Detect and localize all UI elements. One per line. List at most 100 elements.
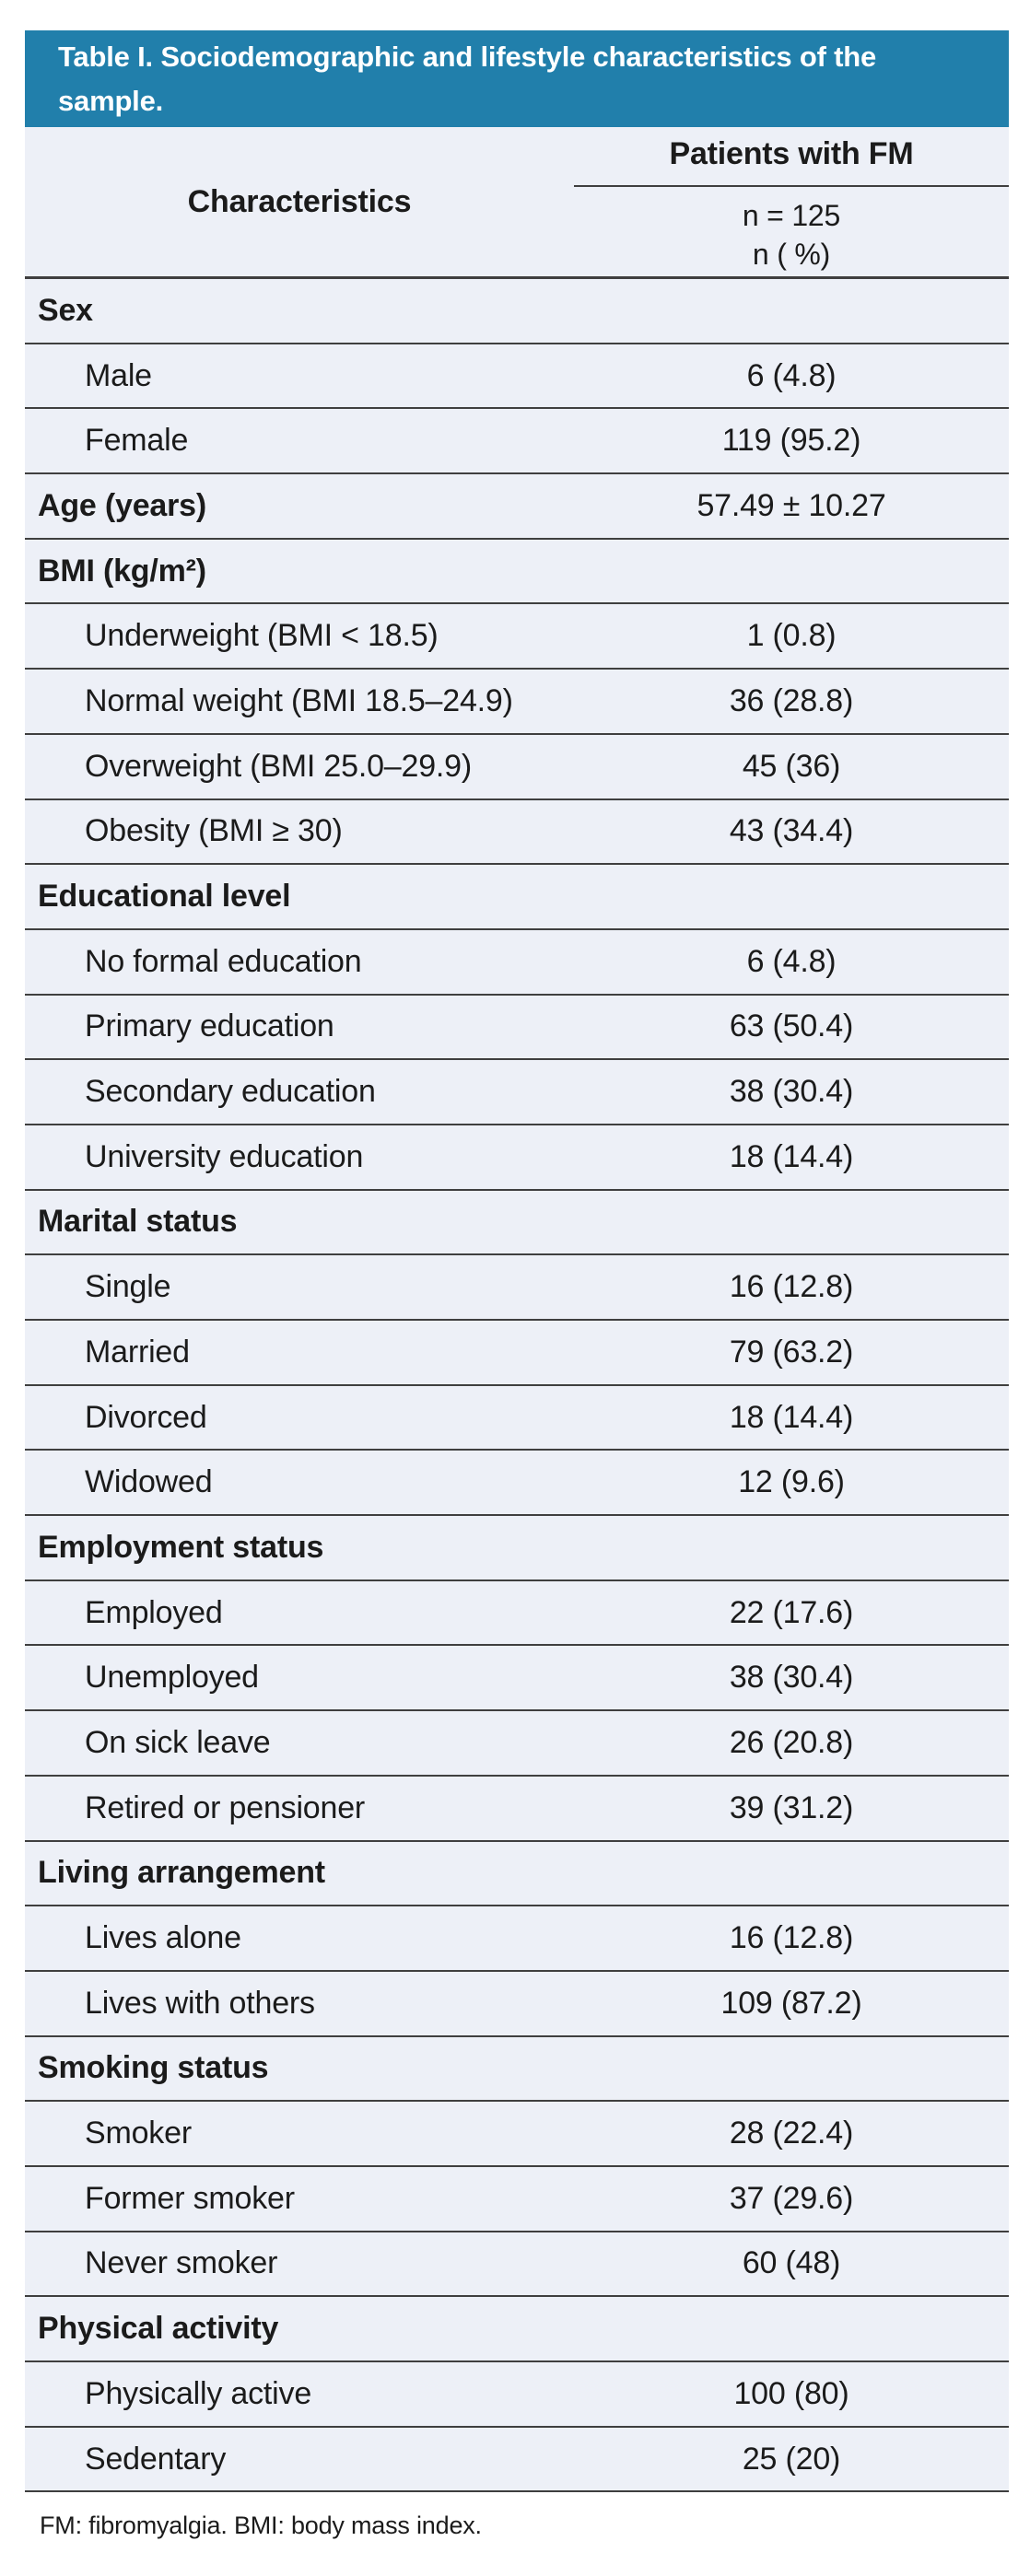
table-row: No formal education 6 (4.8) [25, 929, 1009, 996]
row-label: Lives alone [85, 1920, 241, 1956]
table-row: Former smoker 37 (29.6) [25, 2166, 1009, 2232]
group-header-rule [574, 184, 1009, 187]
row-value: 25 (20) [742, 2441, 841, 2477]
table-row: On sick leave 26 (20.8) [25, 1711, 1009, 1777]
row-value: 60 (48) [742, 2245, 841, 2281]
table-row: Secondary education 38 (30.4) [25, 1060, 1009, 1125]
row-value: 109 (87.2) [720, 1985, 862, 2021]
row-value: 16 (12.8) [729, 1920, 854, 1956]
row-label: University education [85, 1138, 364, 1174]
row-label: Physical activity [38, 2311, 279, 2347]
row-value: 16 (12.8) [729, 1269, 854, 1305]
table-row: Smoker 28 (22.4) [25, 2102, 1009, 2167]
table-row: Widowed 12 (9.6) [25, 1451, 1009, 1517]
row-label: Normal weight (BMI 18.5–24.9) [85, 682, 513, 718]
row-label: Sedentary [85, 2441, 227, 2477]
row-label: Educational level [38, 879, 291, 915]
column-header: Characteristics Patients with FM n = 125… [25, 127, 1009, 279]
table-title: Table I. Sociodemographic and lifestyle … [25, 30, 1009, 127]
row-label: Smoking status [38, 2050, 269, 2086]
row-label: Marital status [38, 1204, 238, 1240]
row-label: Retired or pensioner [85, 1789, 366, 1825]
unit-label: n ( %) [752, 237, 831, 271]
table-row: University education 18 (14.4) [25, 1125, 1009, 1191]
row-value: 18 (14.4) [729, 1399, 854, 1435]
row-label: Married [85, 1334, 190, 1370]
table-row: Lives alone 16 (12.8) [25, 1906, 1009, 1972]
table-row: Unemployed 38 (30.4) [25, 1646, 1009, 1712]
row-label: Living arrangement [38, 1855, 325, 1891]
row-value: 57.49 ± 10.27 [696, 487, 886, 523]
row-label: Sex [38, 292, 93, 328]
table-row-category: Age (years) 57.49 ± 10.27 [25, 474, 1009, 540]
row-label: No formal education [85, 943, 362, 979]
table-row-category: Educational level [25, 865, 1009, 930]
table-row: Physically active 100 (80) [25, 2362, 1009, 2428]
table-row: Overweight (BMI 25.0–29.9) 45 (36) [25, 734, 1009, 800]
row-value: 79 (63.2) [729, 1334, 854, 1370]
group-label: Patients with FM [669, 135, 914, 171]
row-label: Overweight (BMI 25.0–29.9) [85, 748, 472, 784]
row-label: BMI (kg/m²) [38, 553, 206, 589]
row-value: 38 (30.4) [729, 1660, 854, 1696]
row-value: 39 (31.2) [729, 1789, 854, 1825]
table-row: Lives with others 109 (87.2) [25, 1971, 1009, 2037]
row-label: Age (years) [38, 487, 206, 523]
row-label: Physically active [85, 2375, 312, 2411]
table-row: Never smoker 60 (48) [25, 2232, 1009, 2298]
row-value: 6 (4.8) [746, 943, 837, 979]
table-row-category: Employment status [25, 1516, 1009, 1581]
row-label: Secondary education [85, 1074, 376, 1110]
row-label: Smoker [85, 2116, 192, 2151]
row-value: 12 (9.6) [738, 1464, 845, 1500]
row-label: Lives with others [85, 1985, 315, 2021]
table-row: Primary education 63 (50.4) [25, 995, 1009, 1061]
characteristics-column-header: Characteristics [187, 183, 412, 219]
row-label: Underweight (BMI < 18.5) [85, 618, 439, 654]
table-row: Female 119 (95.2) [25, 409, 1009, 475]
table-row: Sedentary 25 (20) [25, 2427, 1009, 2493]
row-value: 100 (80) [733, 2375, 849, 2411]
row-value: 38 (30.4) [729, 1074, 854, 1110]
table-row-category: Marital status [25, 1190, 1009, 1256]
row-label: On sick leave [85, 1724, 271, 1760]
table-row: Single 16 (12.8) [25, 1255, 1009, 1321]
table-row-category: BMI (kg/m²) [25, 539, 1009, 605]
table-row: Normal weight (BMI 18.5–24.9) 36 (28.8) [25, 670, 1009, 735]
table-container: Table I. Sociodemographic and lifestyle … [25, 30, 1009, 2493]
row-label: Widowed [85, 1464, 213, 1500]
row-value: 26 (20.8) [729, 1724, 854, 1760]
row-label: Unemployed [85, 1660, 259, 1696]
table-row-category: Sex [25, 279, 1009, 344]
sample-size-label: n = 125 [742, 198, 841, 232]
table-row: Employed 22 (17.6) [25, 1580, 1009, 1647]
table-body: Sex Male 6 (4.8) Female 119 (95.2) Age (years… [25, 279, 1009, 2493]
row-value: 28 (22.4) [729, 2116, 854, 2151]
row-label: Single [85, 1269, 171, 1305]
row-label: Employment status [38, 1529, 324, 1565]
row-value: 119 (95.2) [721, 423, 861, 459]
patients-column-header: Patients with FM n = 125 n ( %) [574, 127, 1009, 276]
row-label: Former smoker [85, 2180, 295, 2216]
row-label: Divorced [85, 1399, 207, 1435]
table-row-category: Physical activity [25, 2297, 1009, 2362]
row-label: Obesity (BMI ≥ 30) [85, 813, 343, 849]
row-label: Female [85, 423, 189, 459]
table-row: Male 6 (4.8) [25, 344, 1009, 410]
table-row: Divorced 18 (14.4) [25, 1385, 1009, 1451]
table-row: Underweight (BMI < 18.5) 1 (0.8) [25, 604, 1009, 670]
table-row: Married 79 (63.2) [25, 1321, 1009, 1386]
row-label: Primary education [85, 1008, 334, 1044]
row-label: Employed [85, 1594, 223, 1630]
table-row-category: Smoking status [25, 2036, 1009, 2103]
row-value: 36 (28.8) [729, 682, 854, 718]
row-value: 37 (29.6) [729, 2180, 854, 2216]
table-row: Retired or pensioner 39 (31.2) [25, 1776, 1009, 1842]
table-footnote: FM: fibromyalgia. BMI: body mass index. [40, 2512, 482, 2539]
row-value: 22 (17.6) [729, 1594, 854, 1630]
row-label: Male [85, 357, 152, 393]
row-value: 63 (50.4) [729, 1008, 854, 1044]
row-value: 18 (14.4) [729, 1138, 854, 1174]
row-value: 1 (0.8) [746, 618, 837, 654]
